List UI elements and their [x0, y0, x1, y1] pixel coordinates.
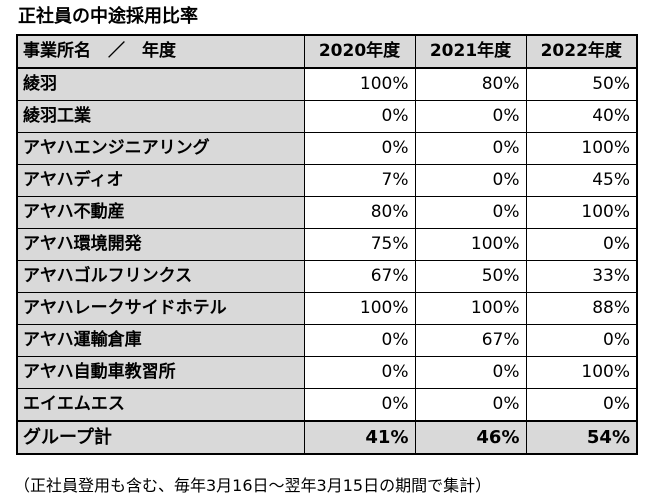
- rate-cell: 75%: [303, 228, 416, 261]
- rate-cell: 100%: [303, 67, 416, 101]
- rate-cell: 67%: [303, 260, 416, 293]
- rate-cell: 100%: [414, 292, 527, 325]
- rate-cell: 67%: [414, 324, 527, 357]
- group-total-label: グループ計: [16, 420, 305, 455]
- rate-cell: 0%: [303, 100, 416, 133]
- rate-cell: 0%: [525, 228, 638, 261]
- office-name: アヤハゴルフリンクス: [16, 260, 305, 293]
- rate-cell: 0%: [303, 132, 416, 165]
- table-row: エイエムエス 0% 0% 0%: [16, 388, 638, 422]
- hiring-rate-table: 事業所名 ／ 年度 2020年度 2021年度 2022年度 綾羽 100% 8…: [16, 34, 638, 455]
- rate-cell: 88%: [525, 292, 638, 325]
- page-title: 正社員の中途採用比率: [18, 6, 198, 27]
- table-row: 綾羽 100% 80% 50%: [16, 67, 638, 101]
- table-row: アヤハ運輸倉庫 0% 67% 0%: [16, 324, 638, 357]
- table-row: 綾羽工業 0% 0% 40%: [16, 100, 638, 133]
- office-name: アヤハディオ: [16, 164, 305, 197]
- table-row: アヤハ不動産 80% 0% 100%: [16, 196, 638, 229]
- column-header-2020: 2020年度: [303, 34, 416, 69]
- table-row: アヤハゴルフリンクス 67% 50% 33%: [16, 260, 638, 293]
- rate-cell: 100%: [414, 228, 527, 261]
- column-header-2022: 2022年度: [525, 34, 638, 69]
- rate-cell: 0%: [414, 132, 527, 165]
- column-header-office-year: 事業所名 ／ 年度: [16, 34, 305, 69]
- office-name: 綾羽: [16, 67, 305, 101]
- rate-cell: 0%: [303, 388, 416, 422]
- total-rate-cell: 41%: [303, 420, 416, 455]
- rate-cell: 100%: [525, 132, 638, 165]
- rate-cell: 50%: [414, 260, 527, 293]
- table-row: アヤハ環境開発 75% 100% 0%: [16, 228, 638, 261]
- total-rate-cell: 54%: [525, 420, 638, 455]
- table-row: アヤハディオ 7% 0% 45%: [16, 164, 638, 197]
- rate-cell: 0%: [414, 356, 527, 389]
- rate-cell: 40%: [525, 100, 638, 133]
- total-rate-cell: 46%: [414, 420, 527, 455]
- rate-cell: 0%: [303, 324, 416, 357]
- office-name: エイエムエス: [16, 388, 305, 422]
- office-name: アヤハレークサイドホテル: [16, 292, 305, 325]
- rate-cell: 0%: [414, 196, 527, 229]
- table-header-row: 事業所名 ／ 年度 2020年度 2021年度 2022年度: [16, 34, 638, 69]
- rate-cell: 50%: [525, 67, 638, 101]
- rate-cell: 100%: [525, 356, 638, 389]
- rate-cell: 0%: [525, 324, 638, 357]
- rate-cell: 0%: [414, 164, 527, 197]
- table-row: アヤハ自動車教習所 0% 0% 100%: [16, 356, 638, 389]
- rate-cell: 0%: [525, 388, 638, 422]
- rate-cell: 80%: [303, 196, 416, 229]
- rate-cell: 45%: [525, 164, 638, 197]
- rate-cell: 100%: [303, 292, 416, 325]
- office-name: アヤハ環境開発: [16, 228, 305, 261]
- office-name: アヤハ運輸倉庫: [16, 324, 305, 357]
- table-row: アヤハエンジニアリング 0% 0% 100%: [16, 132, 638, 165]
- group-total-row: グループ計 41% 46% 54%: [16, 420, 638, 455]
- office-name: アヤハエンジニアリング: [16, 132, 305, 165]
- rate-cell: 0%: [414, 388, 527, 422]
- rate-cell: 80%: [414, 67, 527, 101]
- rate-cell: 0%: [303, 356, 416, 389]
- table-row: アヤハレークサイドホテル 100% 100% 88%: [16, 292, 638, 325]
- rate-cell: 100%: [525, 196, 638, 229]
- column-header-2021: 2021年度: [414, 34, 527, 69]
- office-name: アヤハ不動産: [16, 196, 305, 229]
- rate-cell: 7%: [303, 164, 416, 197]
- footnote: （正社員登用も含む、毎年3月16日～翌年3月15日の期間で集計）: [14, 476, 492, 495]
- rate-cell: 0%: [414, 100, 527, 133]
- office-name: 綾羽工業: [16, 100, 305, 133]
- office-name: アヤハ自動車教習所: [16, 356, 305, 389]
- rate-cell: 33%: [525, 260, 638, 293]
